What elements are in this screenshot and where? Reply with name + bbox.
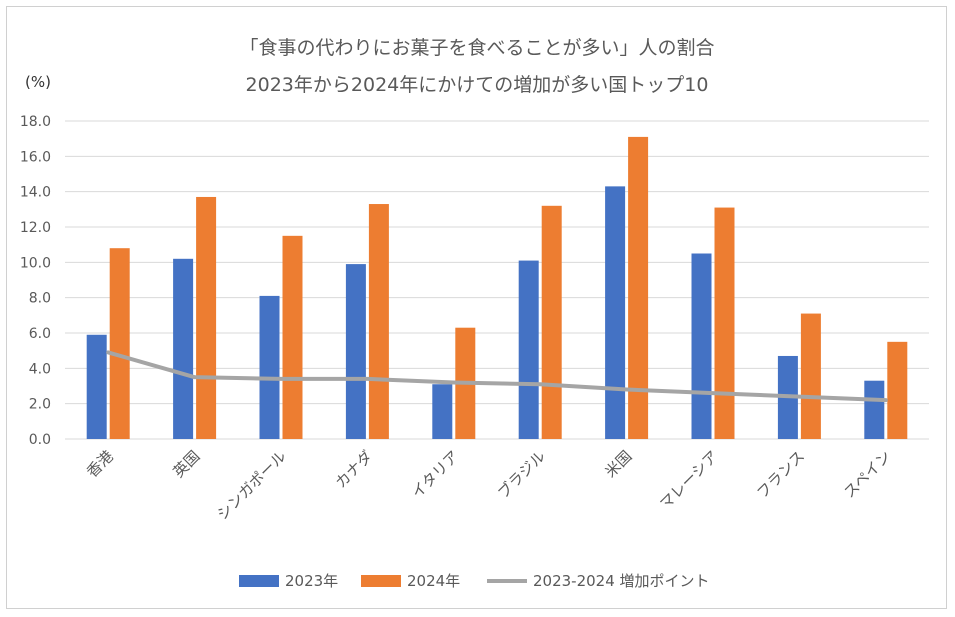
legend-label: 2024年 (407, 572, 460, 590)
bar-2023 (864, 380, 885, 439)
bar-2024 (196, 196, 217, 439)
y-tick-label: 18.0 (20, 114, 51, 130)
x-category-label: 英国 (169, 447, 203, 481)
bar-2024 (887, 341, 908, 439)
chart-area: 「食事の代わりにお菓子を食べることが多い」人の割合 2023年から2024年にか… (6, 6, 947, 609)
legend-label: 2023年 (285, 572, 338, 590)
bar-2024 (800, 313, 821, 439)
x-category-label: フランス (753, 447, 808, 502)
y-tick-label: 16.0 (20, 149, 51, 165)
bar-2024 (109, 248, 130, 439)
bar-2024 (714, 207, 735, 439)
y-tick-label: 2.0 (29, 397, 51, 413)
x-category-label: 香港 (83, 447, 117, 481)
chart-subtitle: 2023年から2024年にかけての増加が多い国トップ10 (246, 74, 709, 96)
legend-swatch (361, 575, 401, 587)
bar-2024 (282, 235, 303, 439)
legend-swatch (239, 575, 279, 587)
chart-title: 「食事の代わりにお菓子を食べることが多い」人の割合 (239, 37, 714, 59)
bar-2023 (518, 260, 539, 439)
x-category-label: ブラジル (494, 447, 549, 502)
y-tick-label: 14.0 (20, 185, 51, 201)
x-category-label: シンガポール (213, 447, 289, 523)
bar-2024 (628, 136, 649, 439)
legend-label: 2023-2024 増加ポイント (533, 572, 710, 590)
y-tick-label: 6.0 (29, 326, 51, 342)
y-tick-label: 4.0 (29, 361, 51, 377)
y-tick-label: 12.0 (20, 220, 51, 236)
bar-2023 (173, 258, 194, 439)
x-category-label: イタリア (408, 447, 463, 502)
y-tick-label: 8.0 (29, 291, 51, 307)
bar-2024 (541, 205, 562, 439)
bar-2023 (259, 295, 280, 439)
y-tick-label: 0.0 (29, 432, 51, 448)
x-category-label: マレーシア (656, 447, 722, 513)
y-tick-label: 10.0 (20, 255, 51, 271)
bar-2023 (345, 264, 366, 439)
bar-2023 (691, 253, 712, 439)
bar-2023 (86, 334, 107, 439)
bar-2023 (605, 186, 626, 439)
y-axis-unit-label: (%) (25, 73, 51, 91)
bar-2023 (432, 384, 453, 439)
bar-2024 (368, 204, 389, 439)
x-category-label: 米国 (601, 447, 635, 481)
x-category-label: スペイン (840, 447, 894, 501)
chart-canvas: 「食事の代わりにお菓子を食べることが多い」人の割合 2023年から2024年にか… (20, 37, 929, 590)
x-category-label: カナダ (332, 447, 377, 492)
line-increase-points (106, 350, 888, 403)
